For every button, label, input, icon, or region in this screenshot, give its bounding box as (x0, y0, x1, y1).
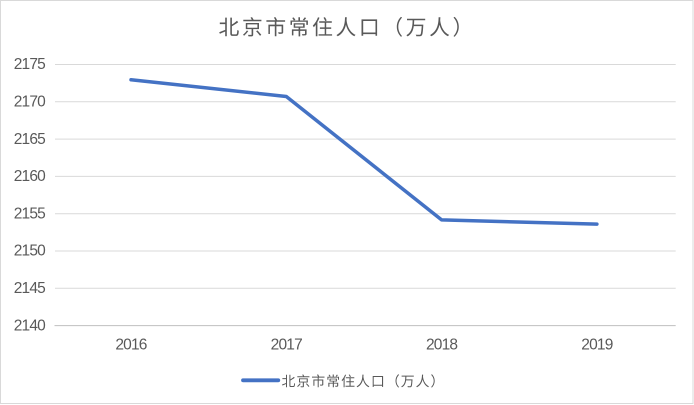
svg-text:2160: 2160 (14, 168, 46, 185)
svg-text:2145: 2145 (14, 280, 45, 297)
svg-text:2018: 2018 (426, 337, 457, 354)
svg-text:2155: 2155 (14, 205, 45, 222)
svg-text:2017: 2017 (271, 337, 302, 354)
svg-text:2165: 2165 (14, 131, 45, 148)
svg-text:2019: 2019 (581, 337, 612, 354)
svg-text:2150: 2150 (14, 243, 46, 260)
svg-text:2170: 2170 (14, 94, 46, 111)
svg-text:2016: 2016 (115, 337, 146, 354)
svg-text:2140: 2140 (14, 317, 46, 334)
svg-text:2175: 2175 (14, 56, 45, 73)
